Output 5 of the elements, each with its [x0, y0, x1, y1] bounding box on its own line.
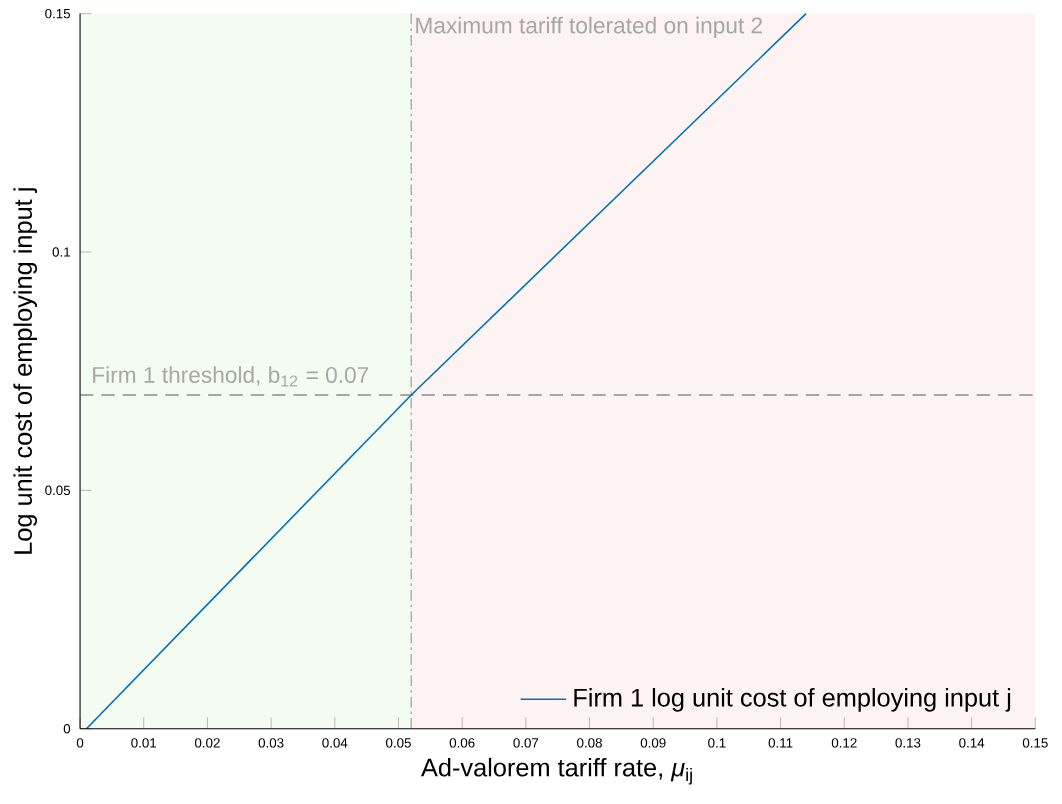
legend-label: Firm 1 log unit cost of employing input j [574, 687, 1011, 712]
x-axis-title: Ad-valorem tariff rate, μ$_{ij}$ [421, 757, 692, 785]
ref-line-label: Maximum tariff tolerated on input 2 [416, 16, 763, 38]
ref-line-label: Firm 1 threshold, b$_{12}$ = 0.07 [93, 365, 369, 387]
y-axis-title: Log unit cost of employing input j [13, 187, 38, 554]
